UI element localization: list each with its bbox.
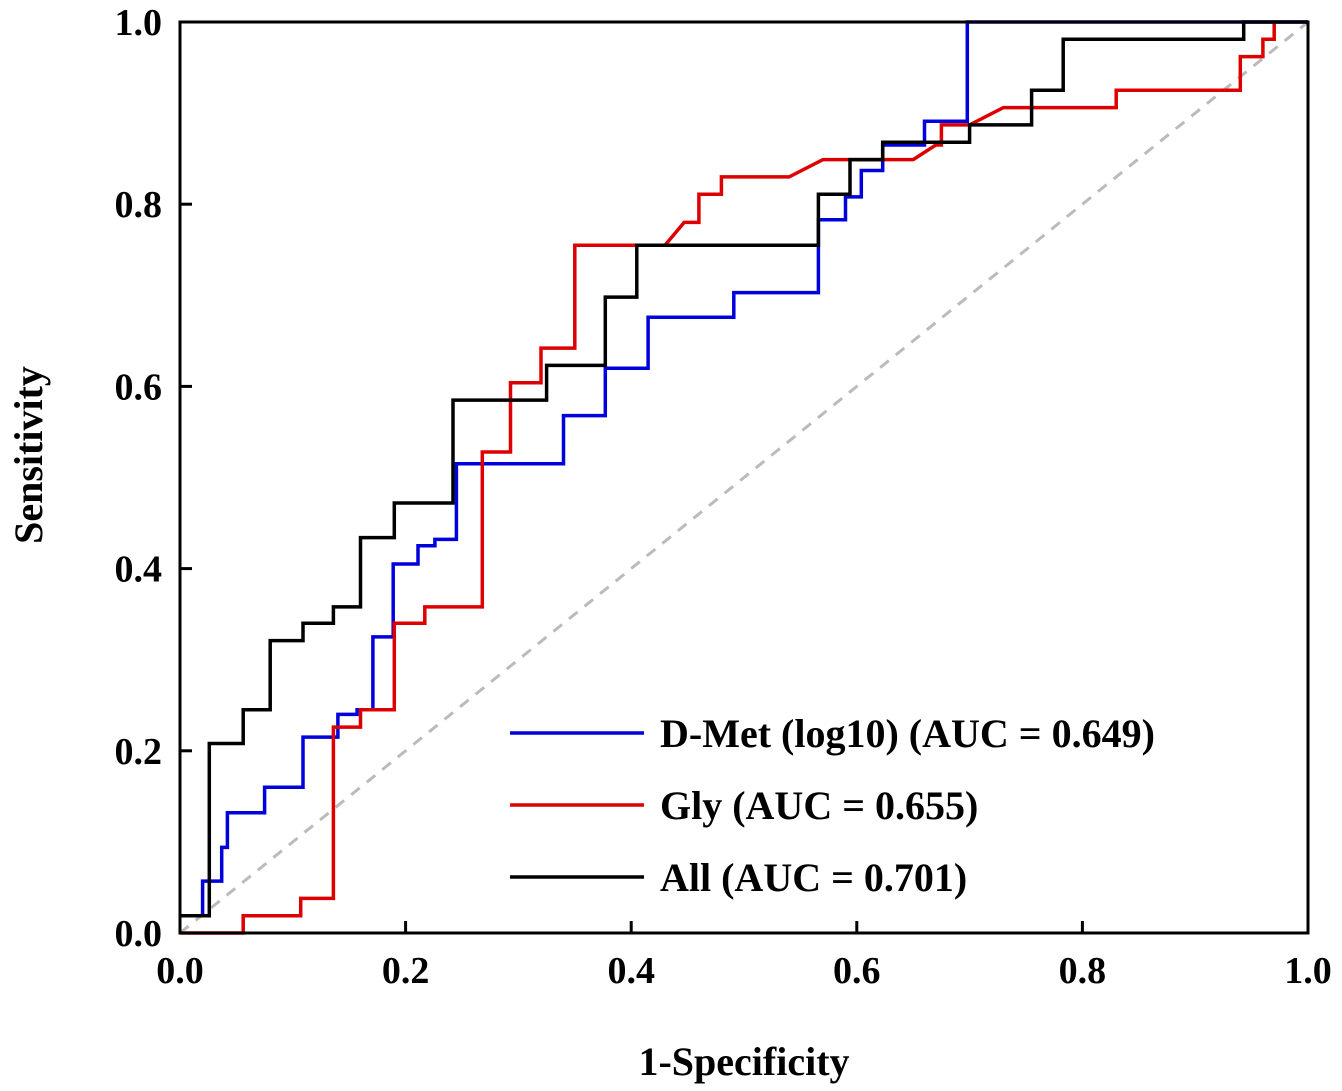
x-tick-label: 0.4 [607,950,655,992]
x-tick-label: 0.2 [382,950,430,992]
y-tick-label: 0.2 [115,731,163,773]
legend-label-1: D-Met (log10) (AUC = 0.649) [660,711,1155,756]
legend-label-3: All (AUC = 0.701) [660,855,967,900]
series-line-1 [180,20,1308,918]
x-tick-label: 0.6 [833,950,881,992]
plot-frame [178,20,1310,935]
x-tick-label: 1.0 [1284,950,1332,992]
legend: D-Met (log10) (AUC = 0.649) Gly (AUC = 0.… [510,711,1155,900]
y-tick-label: 0.8 [115,184,163,226]
y-tick-label: 0.0 [115,913,163,955]
y-tick-label: 0.4 [115,549,163,591]
x-tick-label: 0.8 [1059,950,1107,992]
y-axis-title: Sensitivity [6,366,51,544]
x-axis: 0.0 0.2 0.4 0.6 0.8 1.0 [156,921,1332,992]
x-axis-title: 1-Specificity [638,1039,849,1084]
series-layer [180,20,1308,935]
x-tick-label: 0.0 [156,950,204,992]
series-line-3 [180,20,1308,918]
y-tick-label: 1.0 [115,2,163,44]
y-axis: 0.0 0.2 0.4 0.6 0.8 1.0 [115,2,192,955]
chance-reference-line [179,20,1309,935]
y-tick-label: 0.6 [115,366,163,408]
legend-label-2: Gly (AUC = 0.655) [660,783,978,828]
